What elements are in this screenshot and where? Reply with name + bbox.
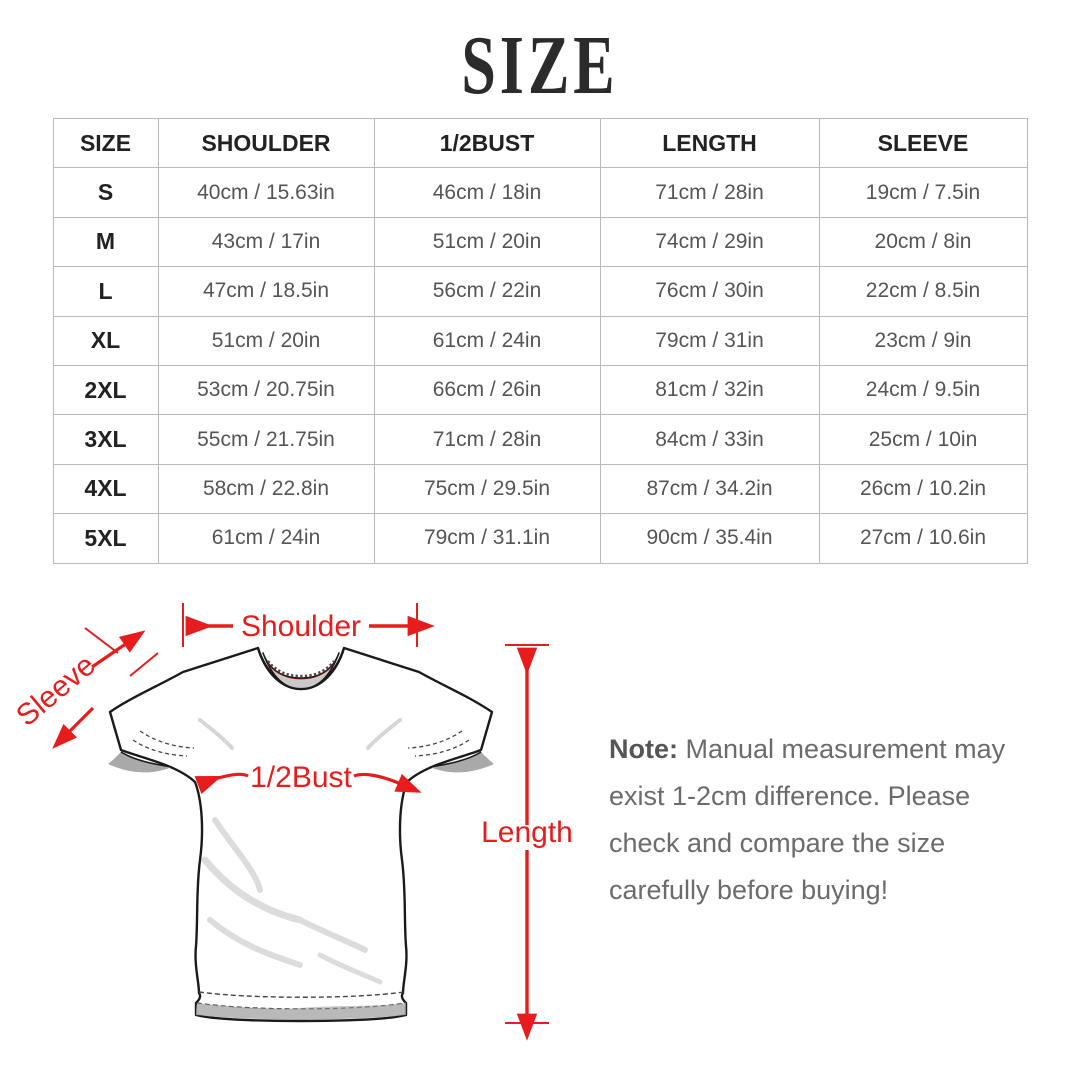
svg-text:Shoulder: Shoulder: [241, 610, 361, 643]
svg-text:Sleeve: Sleeve: [10, 648, 101, 732]
svg-text:Length: Length: [481, 816, 573, 849]
svg-text:1/2Bust: 1/2Bust: [250, 761, 352, 794]
